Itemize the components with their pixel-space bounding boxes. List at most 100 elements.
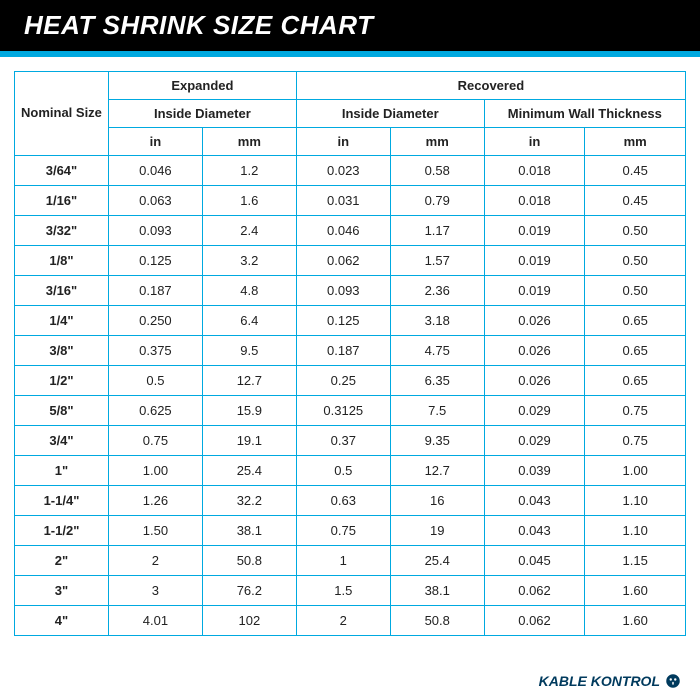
cell-value: 0.5 <box>108 366 202 396</box>
brand-text: KABLE KONTROL <box>539 673 660 689</box>
cell-value: 0.046 <box>296 216 390 246</box>
cell-value: 0.45 <box>585 186 686 216</box>
cell-value: 0.026 <box>484 366 585 396</box>
cell-value: 1.57 <box>390 246 484 276</box>
plug-icon <box>664 672 682 690</box>
cell-value: 1.15 <box>585 546 686 576</box>
cell-size: 1/2" <box>15 366 109 396</box>
cell-value: 2 <box>296 606 390 636</box>
cell-value: 3.18 <box>390 306 484 336</box>
cell-value: 0.63 <box>296 486 390 516</box>
cell-value: 6.4 <box>202 306 296 336</box>
cell-value: 0.045 <box>484 546 585 576</box>
cell-size: 1-1/2" <box>15 516 109 546</box>
cell-value: 0.026 <box>484 336 585 366</box>
cell-value: 0.50 <box>585 246 686 276</box>
cell-value: 9.5 <box>202 336 296 366</box>
cell-value: 9.35 <box>390 426 484 456</box>
cell-value: 4.01 <box>108 606 202 636</box>
cell-value: 0.5 <box>296 456 390 486</box>
cell-value: 0.018 <box>484 156 585 186</box>
cell-value: 0.062 <box>484 576 585 606</box>
cell-value: 0.75 <box>296 516 390 546</box>
cell-value: 38.1 <box>390 576 484 606</box>
table-row: 5/8"0.62515.90.31257.50.0290.75 <box>15 396 686 426</box>
unit-in: in <box>484 128 585 156</box>
cell-size: 1/4" <box>15 306 109 336</box>
unit-in: in <box>296 128 390 156</box>
cell-value: 0.043 <box>484 516 585 546</box>
cell-value: 0.187 <box>296 336 390 366</box>
table-row: 3"376.21.538.10.0621.60 <box>15 576 686 606</box>
cell-size: 1/8" <box>15 246 109 276</box>
cell-value: 0.125 <box>108 246 202 276</box>
cell-value: 0.625 <box>108 396 202 426</box>
cell-size: 1" <box>15 456 109 486</box>
cell-value: 0.79 <box>390 186 484 216</box>
cell-value: 32.2 <box>202 486 296 516</box>
cell-value: 0.019 <box>484 216 585 246</box>
cell-value: 0.75 <box>108 426 202 456</box>
cell-value: 1.17 <box>390 216 484 246</box>
cell-value: 50.8 <box>202 546 296 576</box>
cell-value: 0.093 <box>108 216 202 246</box>
cell-value: 0.58 <box>390 156 484 186</box>
cell-value: 0.063 <box>108 186 202 216</box>
cell-value: 0.039 <box>484 456 585 486</box>
table-row: 3/16"0.1874.80.0932.360.0190.50 <box>15 276 686 306</box>
cell-value: 19 <box>390 516 484 546</box>
table-row: 1"1.0025.40.512.70.0391.00 <box>15 456 686 486</box>
unit-mm: mm <box>390 128 484 156</box>
cell-value: 1.50 <box>108 516 202 546</box>
cell-size: 3/4" <box>15 426 109 456</box>
col-min-wall: Minimum Wall Thickness <box>484 100 685 128</box>
cell-value: 1 <box>296 546 390 576</box>
table-row: 3/8"0.3759.50.1874.750.0260.65 <box>15 336 686 366</box>
cell-size: 3/64" <box>15 156 109 186</box>
unit-mm: mm <box>585 128 686 156</box>
cell-value: 0.093 <box>296 276 390 306</box>
cell-value: 0.65 <box>585 306 686 336</box>
cell-value: 0.65 <box>585 366 686 396</box>
cell-size: 3/8" <box>15 336 109 366</box>
cell-value: 0.019 <box>484 276 585 306</box>
cell-value: 0.043 <box>484 486 585 516</box>
cell-size: 1-1/4" <box>15 486 109 516</box>
cell-value: 1.26 <box>108 486 202 516</box>
cell-value: 50.8 <box>390 606 484 636</box>
cell-value: 25.4 <box>202 456 296 486</box>
cell-value: 102 <box>202 606 296 636</box>
table-row: 1-1/2"1.5038.10.75190.0431.10 <box>15 516 686 546</box>
cell-value: 0.029 <box>484 426 585 456</box>
unit-mm: mm <box>202 128 296 156</box>
table-row: 1-1/4"1.2632.20.63160.0431.10 <box>15 486 686 516</box>
cell-value: 0.125 <box>296 306 390 336</box>
cell-value: 16 <box>390 486 484 516</box>
cell-value: 0.062 <box>296 246 390 276</box>
cell-value: 0.25 <box>296 366 390 396</box>
cell-value: 0.187 <box>108 276 202 306</box>
cell-value: 6.35 <box>390 366 484 396</box>
cell-value: 1.10 <box>585 486 686 516</box>
cell-size: 5/8" <box>15 396 109 426</box>
cell-value: 0.031 <box>296 186 390 216</box>
table-row: 1/16"0.0631.60.0310.790.0180.45 <box>15 186 686 216</box>
cell-value: 1.6 <box>202 186 296 216</box>
cell-value: 0.45 <box>585 156 686 186</box>
cell-value: 0.250 <box>108 306 202 336</box>
cell-value: 15.9 <box>202 396 296 426</box>
cell-value: 25.4 <box>390 546 484 576</box>
cell-size: 3" <box>15 576 109 606</box>
cell-size: 1/16" <box>15 186 109 216</box>
cell-value: 0.018 <box>484 186 585 216</box>
cell-value: 19.1 <box>202 426 296 456</box>
cell-size: 3/16" <box>15 276 109 306</box>
cell-size: 3/32" <box>15 216 109 246</box>
cell-value: 0.75 <box>585 396 686 426</box>
cell-value: 1.60 <box>585 576 686 606</box>
cell-value: 76.2 <box>202 576 296 606</box>
cell-value: 0.65 <box>585 336 686 366</box>
col-nominal: Nominal Size <box>15 72 109 156</box>
cell-value: 0.023 <box>296 156 390 186</box>
cell-value: 4.8 <box>202 276 296 306</box>
